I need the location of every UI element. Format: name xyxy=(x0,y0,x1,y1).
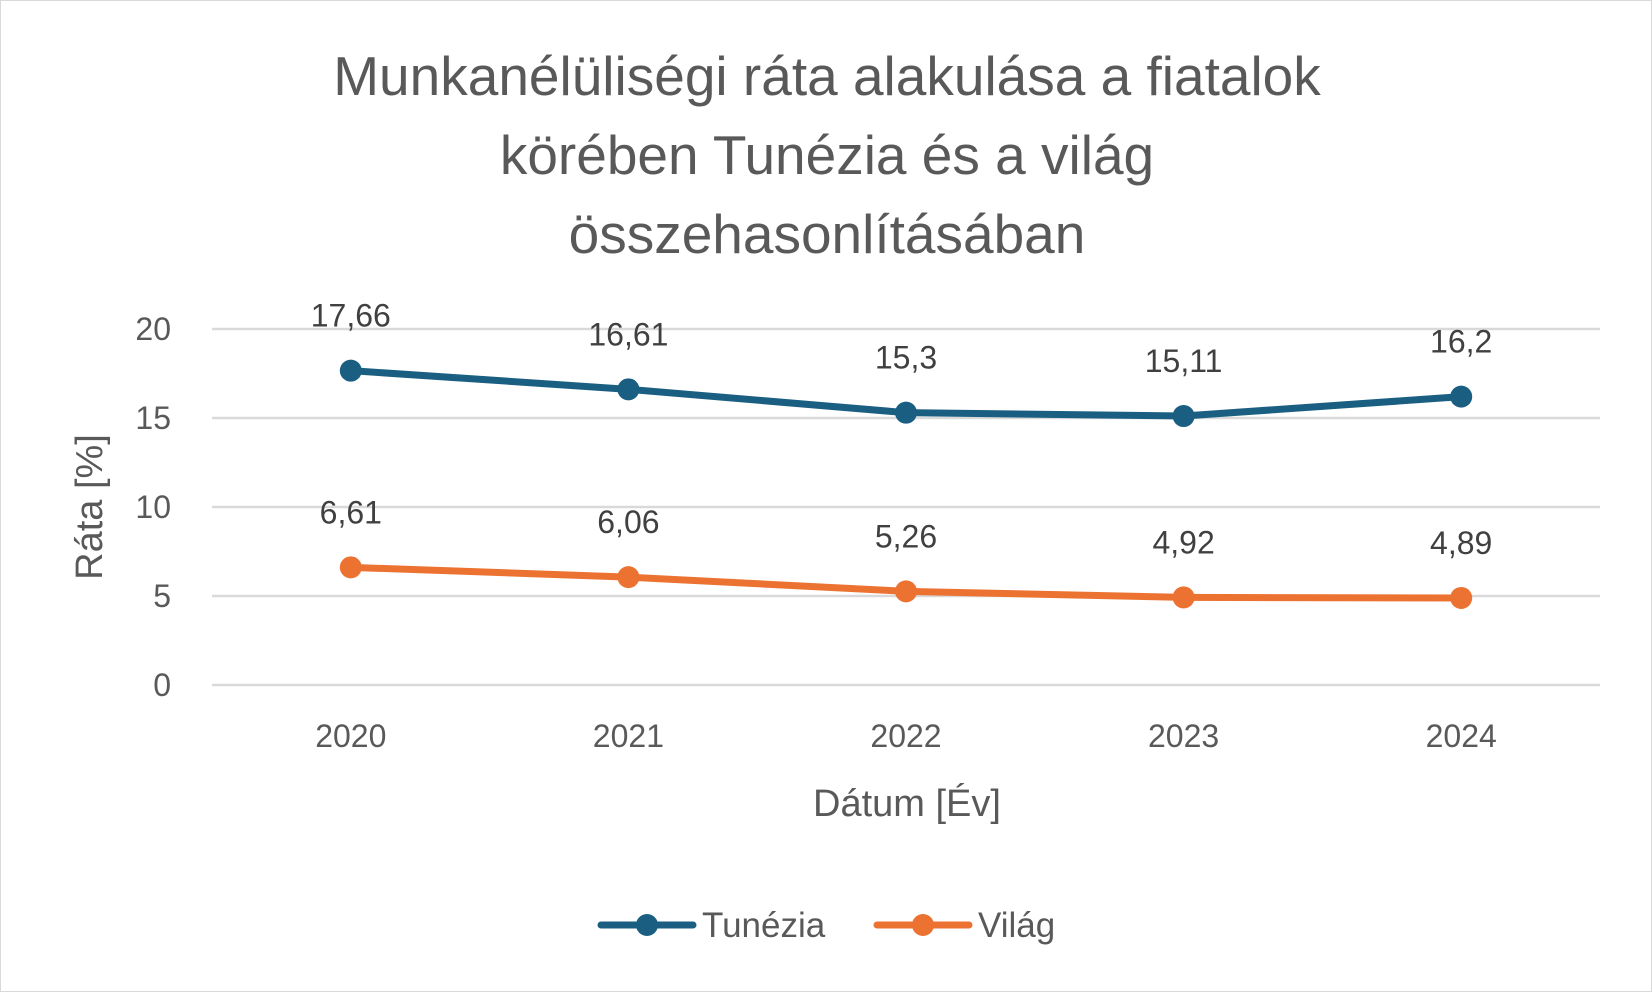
chart-title-line: összehasonlításában xyxy=(569,203,1086,265)
data-label: 4,89 xyxy=(1430,525,1492,561)
legend-label: Világ xyxy=(978,906,1055,945)
y-tick-label: 5 xyxy=(153,578,171,614)
data-point xyxy=(617,378,640,401)
y-tick-label: 10 xyxy=(135,489,171,525)
data-point xyxy=(339,359,362,382)
data-point xyxy=(1450,385,1473,408)
data-label: 15,11 xyxy=(1145,343,1223,379)
data-point xyxy=(617,566,640,589)
data-label: 17,66 xyxy=(311,298,391,334)
y-tick-label: 0 xyxy=(153,667,171,703)
data-label: 16,61 xyxy=(588,316,668,352)
chart-title-line: Munkanélüliségi ráta alakulása a fiatalo… xyxy=(333,45,1321,107)
x-tick-label: 2022 xyxy=(870,718,941,754)
legend-marker xyxy=(636,914,658,936)
data-point xyxy=(339,556,362,579)
data-label: 15,3 xyxy=(875,340,937,376)
y-axis-title: Ráta [%] xyxy=(69,434,111,580)
data-point xyxy=(895,580,917,603)
data-label: 6,61 xyxy=(320,494,382,530)
legend-marker xyxy=(912,914,934,936)
x-tick-label: 2024 xyxy=(1426,718,1497,754)
data-label: 16,2 xyxy=(1430,324,1492,360)
legend-label: Tunézia xyxy=(702,906,826,945)
data-label: 6,06 xyxy=(597,504,659,540)
x-tick-label: 2020 xyxy=(315,718,386,754)
data-point xyxy=(1172,586,1195,609)
chart-title-line: körében Tunézia és a világ xyxy=(500,124,1154,186)
data-point xyxy=(1172,405,1195,428)
data-point xyxy=(1450,586,1473,609)
data-point xyxy=(895,401,917,424)
x-axis-title: Dátum [Év] xyxy=(813,782,1001,825)
data-label: 5,26 xyxy=(875,518,937,554)
x-tick-label: 2023 xyxy=(1148,718,1219,754)
y-tick-label: 20 xyxy=(135,311,171,347)
x-tick-label: 2021 xyxy=(593,718,664,754)
data-label: 4,92 xyxy=(1152,524,1214,560)
y-tick-label: 15 xyxy=(135,400,171,436)
